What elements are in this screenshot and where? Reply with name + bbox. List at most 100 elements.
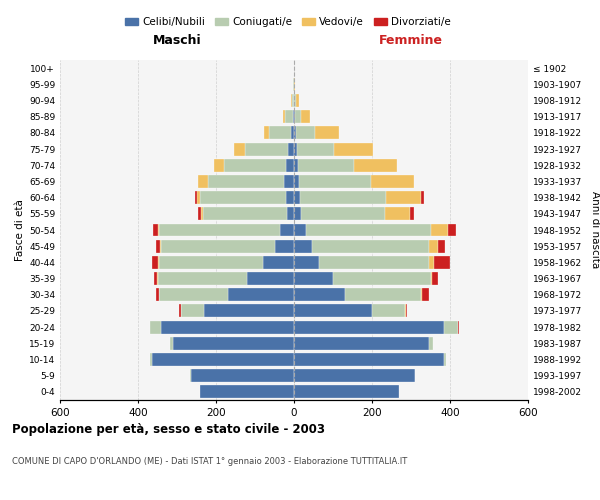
Bar (295, 110, 301, 123)
Bar (200, 386, 294, 398)
Bar (170, 337, 173, 350)
Bar (294, 191, 300, 204)
Bar (203, 208, 287, 220)
Bar (198, 208, 201, 220)
Bar (344, 288, 421, 301)
Bar (150, 353, 152, 366)
Bar (438, 240, 445, 252)
Bar (422, 288, 429, 301)
Bar (372, 304, 405, 318)
Bar (201, 208, 203, 220)
Bar (160, 240, 161, 252)
Bar (371, 175, 414, 188)
Y-axis label: Anni di nascita: Anni di nascita (590, 192, 600, 268)
Bar (196, 191, 200, 204)
Bar (294, 224, 306, 236)
Bar (294, 256, 319, 269)
Bar (179, 304, 181, 318)
Bar (421, 191, 424, 204)
Bar (294, 304, 372, 318)
Bar (294, 353, 444, 366)
Bar (157, 272, 247, 285)
Bar (199, 175, 208, 188)
Bar (385, 208, 410, 220)
Bar (181, 304, 204, 318)
Bar (157, 224, 160, 236)
Bar (280, 224, 294, 236)
Bar (263, 256, 294, 269)
Bar (294, 288, 344, 301)
Bar (287, 208, 294, 220)
Bar (294, 126, 296, 140)
Bar (291, 126, 294, 140)
Bar (386, 191, 421, 204)
Text: Popolazione per età, sesso e stato civile - 2003: Popolazione per età, sesso e stato civil… (12, 422, 325, 436)
Bar (158, 288, 160, 301)
Bar (428, 256, 434, 269)
Bar (160, 224, 280, 236)
Bar (311, 240, 428, 252)
Bar (154, 272, 157, 285)
Bar (208, 175, 284, 188)
Bar (300, 191, 386, 204)
Bar (316, 126, 339, 140)
Text: COMUNE DI CAPO D'ORLANDO (ME) - Dati ISTAT 1° gennaio 2003 - Elaborazione TUTTIT: COMUNE DI CAPO D'ORLANDO (ME) - Dati IST… (12, 458, 407, 466)
Bar (301, 208, 385, 220)
Bar (294, 369, 415, 382)
Bar (293, 110, 294, 123)
Bar (431, 224, 448, 236)
Bar (275, 240, 294, 252)
Bar (247, 272, 294, 285)
Bar (294, 208, 301, 220)
Bar (224, 159, 286, 172)
Bar (433, 272, 439, 285)
Bar (299, 175, 371, 188)
Bar (294, 159, 298, 172)
Bar (152, 256, 158, 269)
Bar (190, 369, 191, 382)
Bar (294, 272, 333, 285)
Bar (333, 272, 431, 285)
Bar (297, 142, 334, 156)
Bar (158, 256, 160, 269)
Bar (448, 224, 456, 236)
Bar (194, 191, 197, 204)
Y-axis label: Fasce di età: Fasce di età (15, 199, 25, 261)
Bar (200, 191, 286, 204)
Text: Femmine: Femmine (379, 34, 443, 47)
Bar (444, 320, 458, 334)
Bar (292, 94, 293, 107)
Bar (173, 337, 294, 350)
Bar (283, 110, 285, 123)
Bar (284, 175, 294, 188)
Bar (286, 191, 294, 204)
Bar (355, 159, 397, 172)
Text: Maschi: Maschi (152, 34, 202, 47)
Bar (296, 94, 299, 107)
Bar (155, 240, 160, 252)
Bar (294, 110, 295, 123)
Bar (285, 110, 293, 123)
Bar (204, 304, 294, 318)
Bar (319, 256, 428, 269)
Bar (155, 288, 158, 301)
Bar (428, 240, 438, 252)
Bar (161, 320, 294, 334)
Bar (294, 142, 297, 156)
Bar (150, 320, 161, 334)
Bar (291, 94, 292, 107)
Bar (296, 126, 316, 140)
Bar (293, 78, 294, 91)
Bar (298, 159, 355, 172)
Bar (214, 159, 224, 172)
Bar (228, 288, 294, 301)
Bar (263, 126, 269, 140)
Bar (294, 386, 400, 398)
Bar (434, 256, 450, 269)
Bar (301, 110, 310, 123)
Bar (288, 142, 294, 156)
Bar (294, 240, 311, 252)
Bar (306, 224, 431, 236)
Bar (406, 304, 407, 318)
Bar (295, 94, 296, 107)
